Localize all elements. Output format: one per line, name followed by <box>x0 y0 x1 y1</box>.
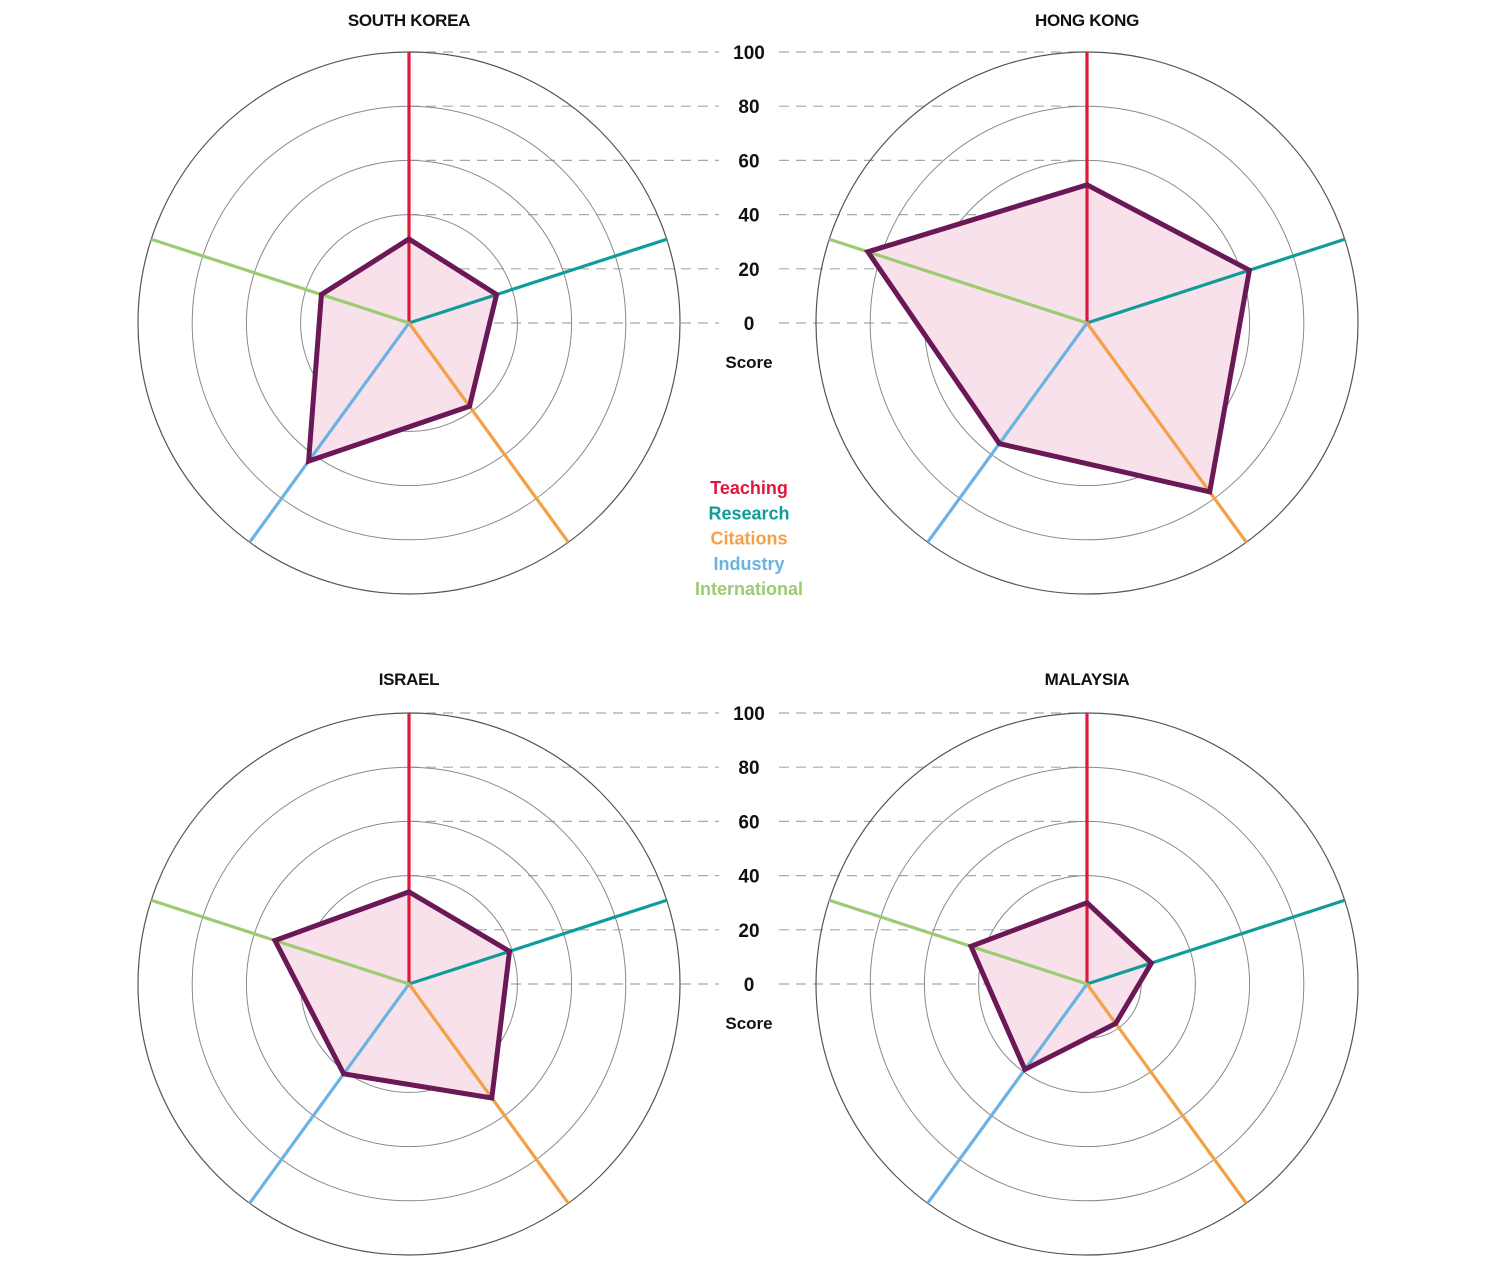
score-outline <box>305 236 500 465</box>
axis-industry <box>926 983 1089 1205</box>
axis-research <box>408 898 668 986</box>
scale-tick: 80 <box>738 758 759 779</box>
axis-international <box>828 898 1088 986</box>
axis-international <box>828 237 1088 325</box>
score-outline <box>271 889 513 1101</box>
scale-title: Score <box>725 1014 772 1033</box>
scale-tick: 100 <box>733 43 765 64</box>
legend-item-research: Research <box>708 503 789 523</box>
legend-item-teaching: Teaching <box>710 478 788 498</box>
scale-tick: 100 <box>733 704 765 725</box>
score-scale-bottom: 100 80 60 40 20 0 Score <box>725 704 772 1033</box>
axis-industry <box>926 322 1089 544</box>
axis-citations <box>1085 322 1248 544</box>
axis-citations <box>407 983 570 1205</box>
scale-tick: 60 <box>738 812 759 833</box>
scale-title: Score <box>725 353 772 372</box>
chart-title: MALAYSIA <box>1045 670 1130 689</box>
axis-industry <box>248 983 411 1205</box>
score-scale-top: 100 80 60 40 20 0 Score <box>725 43 772 372</box>
scale-tick: 20 <box>738 921 759 942</box>
axis-international <box>150 898 410 986</box>
chart-title: HONG KONG <box>1035 11 1139 30</box>
legend-item-industry: Industry <box>713 554 784 574</box>
score-outline <box>863 182 1253 495</box>
score-scale: 100 80 60 40 20 0 Score 100 80 60 40 20 0 Score <box>725 43 772 1033</box>
score-area <box>275 891 510 1098</box>
score-area <box>308 239 497 462</box>
scale-tick: 20 <box>738 260 759 281</box>
axis-citations <box>1085 983 1248 1205</box>
scale-tick: 80 <box>738 97 759 118</box>
radar-chart-south-korea: SOUTH KOREA <box>137 11 681 595</box>
legend-item-international: International <box>695 579 803 599</box>
axis-citations <box>407 322 570 544</box>
score-outline <box>967 899 1155 1073</box>
axis-research <box>1086 898 1346 986</box>
chart-title: ISRAEL <box>379 670 440 689</box>
axis-research <box>1086 237 1346 325</box>
chart-title: SOUTH KOREA <box>348 11 470 30</box>
axis-research <box>408 237 668 325</box>
legend-item-citations: Citations <box>710 529 787 549</box>
scale-tick: 0 <box>744 314 755 335</box>
legend: Teaching Research Citations Industry Interna… <box>695 478 803 599</box>
score-area <box>971 902 1152 1070</box>
radar-chart-malaysia: MALAYSIA <box>815 670 1359 1256</box>
scale-tick: 40 <box>738 867 759 888</box>
scale-tick: 0 <box>744 975 755 996</box>
radar-charts: SOUTH KOREA HONG KONG ISRAEL MALAYSIA <box>137 11 1359 1256</box>
axis-industry <box>248 322 411 544</box>
axis-international <box>150 237 410 325</box>
radar-chart-hong-kong: HONG KONG <box>815 11 1359 595</box>
scale-tick: 60 <box>738 151 759 172</box>
radar-chart-israel: ISRAEL <box>137 670 681 1256</box>
scale-tick: 40 <box>738 206 759 227</box>
